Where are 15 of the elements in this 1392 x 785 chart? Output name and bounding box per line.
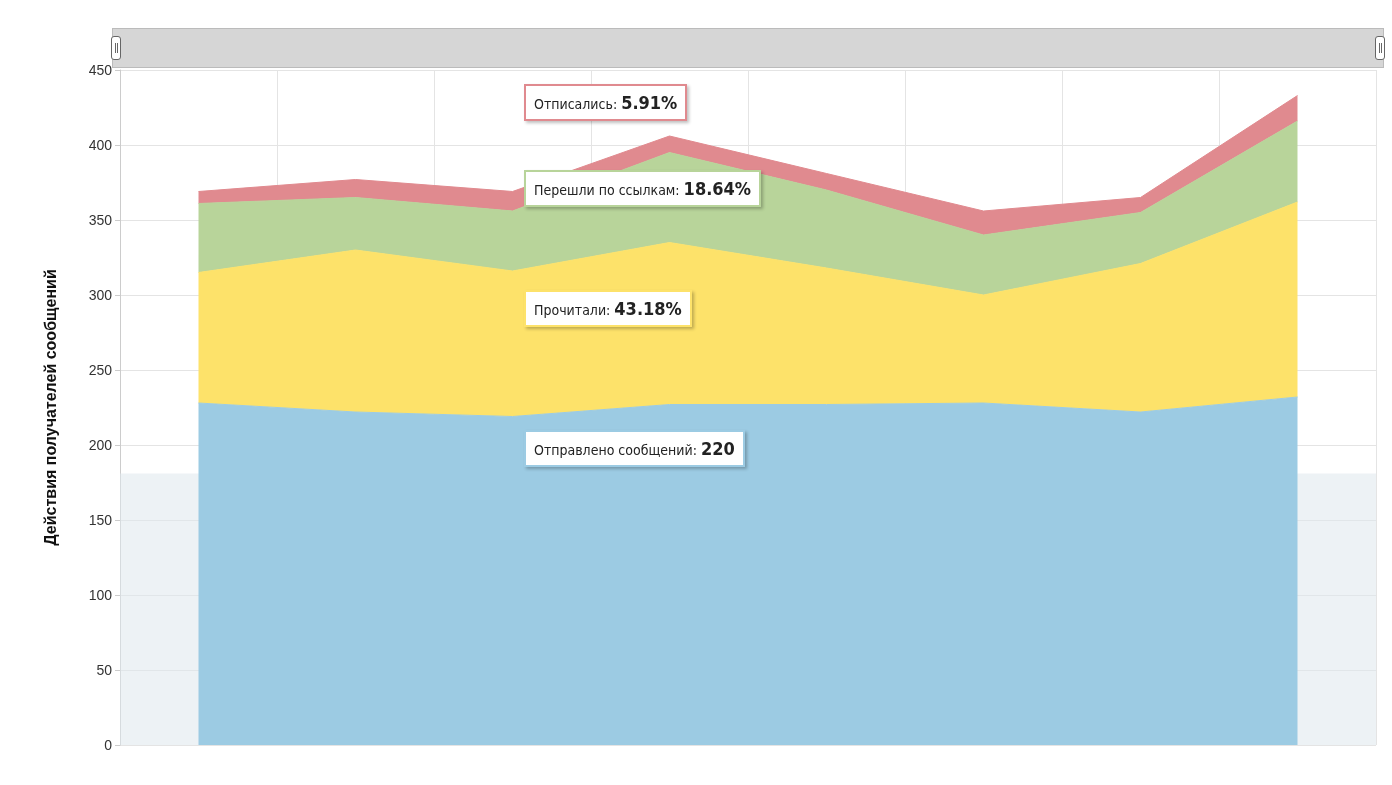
annotation: Перешли по ссылкам: 18.64% (524, 170, 762, 207)
annotation: Отправлено сообщений: 220 (524, 430, 745, 467)
y-tick-label: 450 (88, 62, 113, 78)
y-tick-label: 300 (88, 287, 113, 303)
y-tick-label: 100 (88, 587, 113, 603)
y-tick-label: 200 (88, 437, 113, 453)
y-axis-title: Действия получателей сообщений (41, 269, 59, 546)
y-tick-label: 0 (104, 737, 113, 753)
y-tick-label: 150 (88, 512, 113, 528)
y-tick-label: 50 (96, 662, 113, 678)
annotation: Отписались: 5.91% (524, 84, 688, 121)
y-tick-label: 400 (88, 137, 113, 153)
y-tick-label: 250 (88, 362, 113, 378)
annotation: Прочитали: 43.18% (524, 290, 692, 327)
y-tick-label: 350 (88, 212, 113, 228)
